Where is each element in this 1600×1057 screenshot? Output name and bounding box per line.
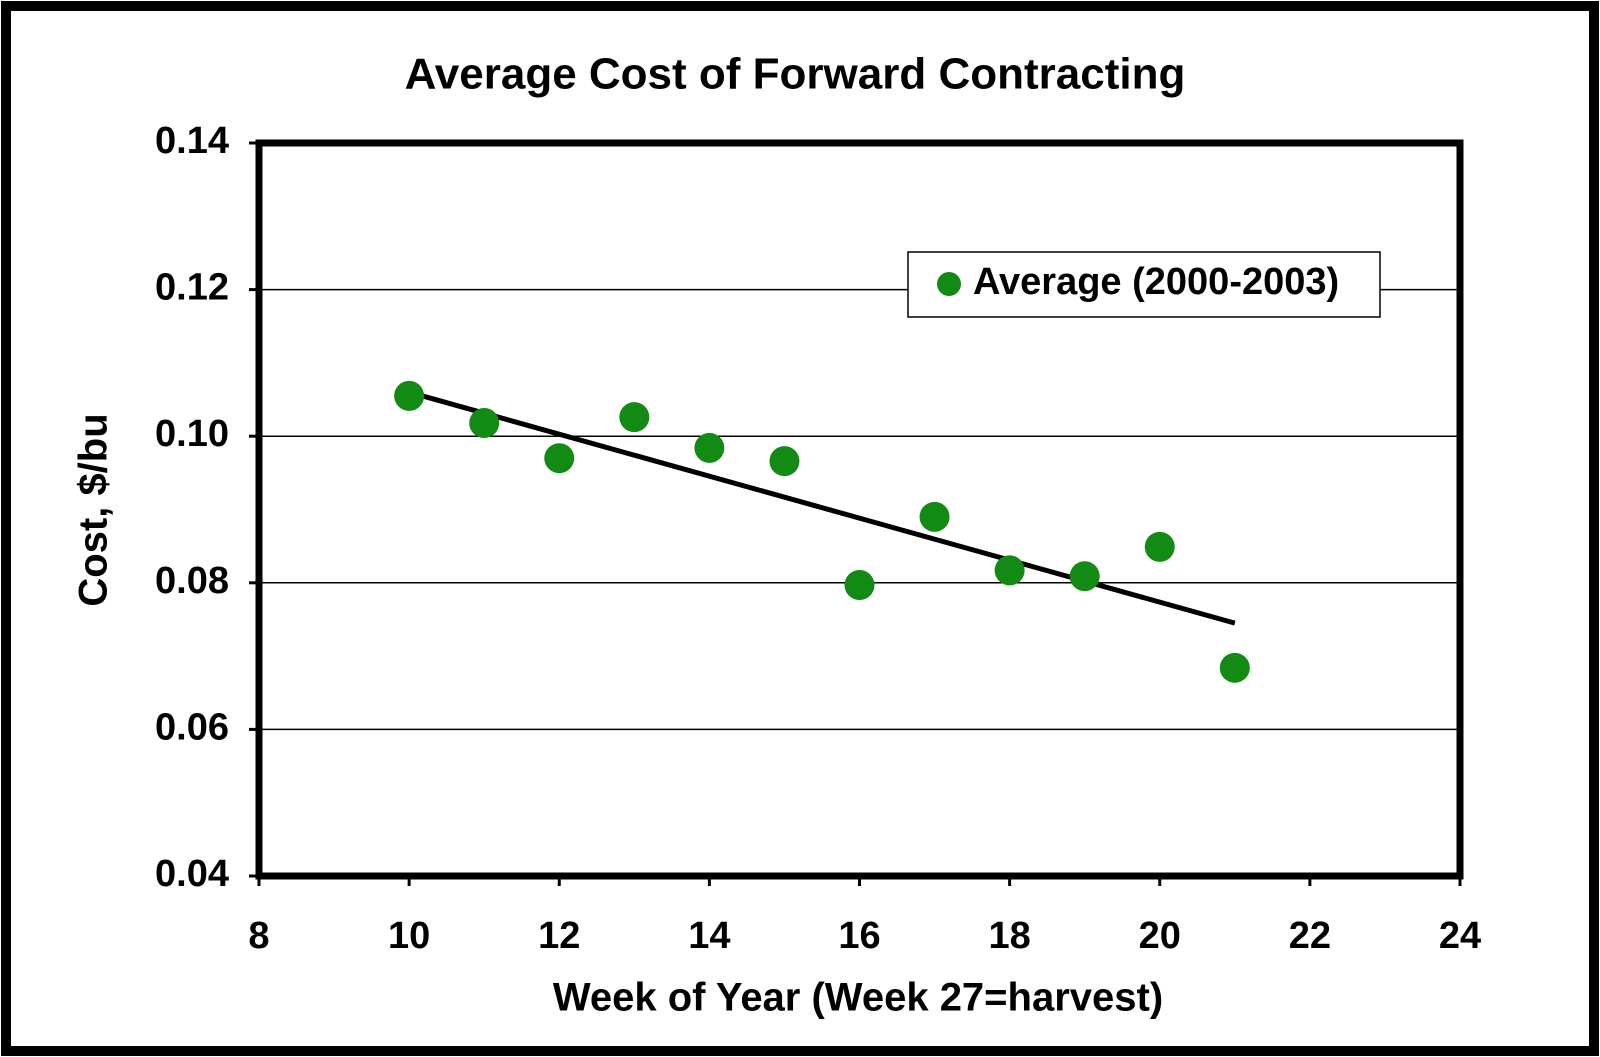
x-tick-label: 14 <box>688 915 730 957</box>
data-point <box>1219 652 1250 683</box>
data-point <box>544 443 575 474</box>
plot-frame <box>255 139 1464 880</box>
x-tick-label: 8 <box>248 915 269 957</box>
legend-marker <box>937 272 961 296</box>
data-point <box>769 446 800 477</box>
y-tick-label: 0.08 <box>155 560 229 602</box>
legend-box <box>907 251 1381 318</box>
x-tick-label: 18 <box>988 915 1030 957</box>
data-point <box>619 402 650 433</box>
x-tick-label: 24 <box>1439 915 1481 957</box>
data-point <box>1069 561 1100 592</box>
x-tick-label: 20 <box>1139 915 1181 957</box>
x-tick-label: 10 <box>388 915 430 957</box>
y-tick-label: 0.06 <box>155 706 229 748</box>
data-point <box>394 380 425 411</box>
y-tick-label: 0.14 <box>155 120 229 162</box>
y-tick-label: 0.12 <box>155 267 229 309</box>
data-point <box>919 501 950 532</box>
trend-line <box>408 389 1236 626</box>
data-point <box>844 569 875 600</box>
y-axis-label: Cost, $/bu <box>72 413 116 606</box>
x-tick-label: 16 <box>838 915 880 957</box>
data-point <box>694 432 725 463</box>
data-point <box>469 408 500 439</box>
data-point <box>994 555 1025 586</box>
y-tick-label: 0.04 <box>155 853 229 895</box>
x-tick-label: 12 <box>538 915 580 957</box>
x-axis-label: Week of Year (Week 27=harvest) <box>553 976 1163 1020</box>
x-tick-label: 22 <box>1289 915 1331 957</box>
y-tick-label: 0.10 <box>155 413 229 455</box>
data-point <box>1144 531 1175 562</box>
chart-title: Average Cost of Forward Contracting <box>405 50 1186 99</box>
legend-label: Average (2000-2003) <box>973 261 1339 303</box>
